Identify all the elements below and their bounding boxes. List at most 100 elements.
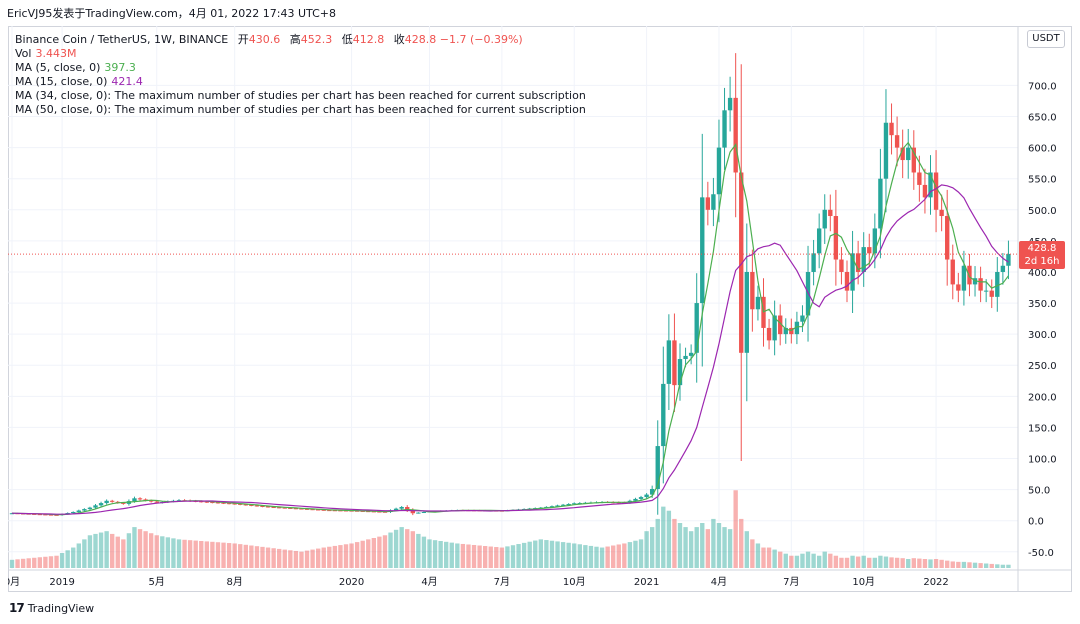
volume-bar — [399, 527, 404, 568]
candle-body — [878, 178, 883, 229]
ma34-label: MA (34, close, 0): The maximum number of… — [15, 89, 586, 102]
candle-body — [321, 509, 326, 511]
last-price-tag: 428.8 2d 16h — [1019, 241, 1065, 269]
volume-bar — [243, 544, 248, 568]
volume-bar — [76, 543, 81, 568]
volume-bar — [844, 557, 850, 568]
candle-body — [293, 508, 299, 510]
candle-body — [766, 327, 772, 341]
volume-bar — [716, 523, 722, 568]
candle-body — [204, 501, 210, 503]
volume-bar — [271, 548, 276, 568]
y-tick-label: -50.0 — [1028, 548, 1054, 559]
ma15-value: 421.4 — [111, 75, 143, 88]
volume-bar — [104, 531, 109, 568]
legend-ma5: MA (5, close, 0) 397.3 — [15, 61, 136, 75]
candle-body — [410, 510, 415, 514]
volume-bar — [983, 563, 989, 568]
volume-bar — [354, 542, 360, 568]
ma15-line — [11, 184, 1009, 515]
candle-body — [855, 253, 861, 272]
candle-body — [638, 497, 644, 499]
candle-body — [733, 97, 738, 173]
legend-ma50: MA (50, close, 0): The maximum number of… — [15, 103, 586, 117]
volume-bar — [855, 556, 861, 568]
candle-body — [939, 209, 944, 217]
volume-bar — [633, 540, 638, 568]
candle-body — [739, 172, 744, 353]
volume-bar — [360, 540, 365, 568]
candle-body — [844, 271, 850, 291]
volume-bar — [883, 556, 889, 568]
ma15-label: MA (15, close, 0) — [15, 75, 108, 88]
volume-bar — [805, 551, 811, 568]
volume-bar — [221, 542, 226, 568]
candle-body — [772, 315, 777, 341]
candle-body — [54, 514, 59, 516]
volume-bar — [460, 543, 466, 568]
candle-body — [833, 216, 839, 260]
y-tick-label: 350.0 — [1028, 299, 1057, 310]
volume-bar — [616, 544, 621, 568]
volume-bar — [850, 555, 855, 568]
candle-body — [288, 507, 293, 509]
candle-body — [967, 265, 972, 285]
price-chart[interactable]: 700.0650.0600.0550.0500.0450.0400.0350.0… — [8, 26, 1072, 592]
candle-body — [349, 510, 354, 512]
volume-bar — [282, 549, 287, 568]
currency-badge[interactable]: USDT — [1027, 30, 1065, 48]
candle-body — [861, 247, 866, 272]
volume-bar — [761, 547, 766, 568]
candle-body — [889, 122, 894, 136]
volume-bar — [961, 561, 967, 568]
volume-bar — [839, 557, 844, 568]
chart-frame — [8, 26, 1072, 592]
candle-body — [867, 247, 872, 254]
volume-bar — [638, 539, 644, 568]
candle-body — [271, 507, 276, 509]
footer-brand[interactable]: 17 TradingView — [9, 601, 94, 615]
volume-bar — [677, 523, 683, 568]
volume-bar — [711, 518, 716, 568]
ma5-value: 397.3 — [104, 61, 136, 74]
volume-bar — [605, 546, 610, 568]
volume-bar — [327, 546, 332, 568]
y-tick-label: 500.0 — [1028, 206, 1057, 217]
close-value: 428.8 — [404, 33, 437, 46]
volume-bar — [455, 543, 460, 568]
open-label: 开 — [237, 33, 249, 46]
volume-bar — [555, 541, 560, 568]
volume-bar — [972, 562, 978, 568]
candle-body — [661, 383, 666, 447]
candle-body — [961, 265, 967, 291]
change-value: −1.7 (−0.39%) — [439, 33, 523, 46]
candle-body — [727, 97, 733, 111]
volume-bar — [928, 559, 933, 568]
x-tick-label: 2022 — [923, 577, 948, 588]
volume-bar — [560, 542, 566, 568]
candle-body — [137, 498, 143, 500]
candle-body — [549, 506, 555, 508]
candle-body — [199, 501, 204, 503]
x-tick-label: 8月 — [226, 576, 242, 588]
volume-bar — [471, 544, 477, 568]
volume-bar — [371, 538, 377, 568]
volume-bar — [566, 542, 571, 568]
candle-body — [850, 253, 855, 291]
volume-bar — [822, 551, 827, 568]
y-tick-label: 100.0 — [1028, 455, 1057, 466]
volume-bar — [505, 546, 510, 568]
candle-body — [277, 507, 282, 509]
volume-bar — [750, 539, 755, 568]
volume-bar — [37, 557, 43, 568]
candle-body — [800, 315, 805, 322]
candle-body — [922, 184, 928, 198]
volume-bar — [978, 563, 983, 568]
volume-bar — [110, 533, 115, 568]
candle-body — [666, 340, 672, 384]
volume-bar — [444, 541, 449, 568]
volume-bar — [343, 544, 349, 568]
candle-body — [215, 502, 221, 504]
candle-body — [382, 511, 388, 513]
open-value: 430.6 — [248, 33, 281, 46]
